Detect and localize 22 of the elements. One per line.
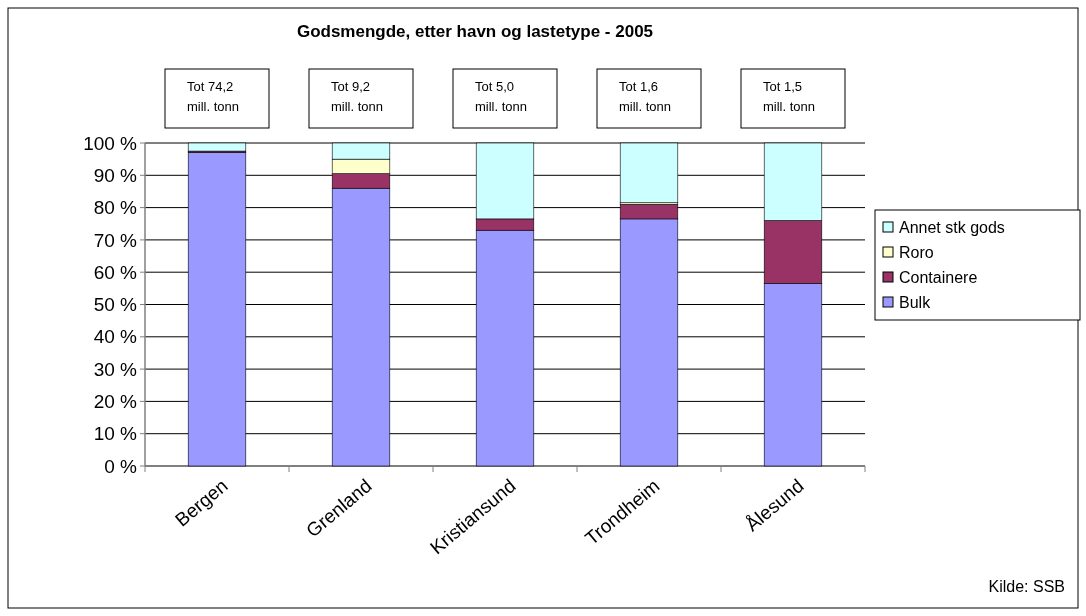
chart-title: Godsmengde, etter havn og lastetype - 2005 [296, 22, 654, 41]
y-tick-label: 70 % [93, 229, 138, 251]
text: Kilde: SSB [988, 578, 1065, 595]
y-tick-label: 20 % [93, 391, 138, 413]
legend-label: Bulk [899, 293, 932, 311]
y-tick-label: 50 % [93, 294, 138, 316]
y-tick-label: 0 % [104, 455, 138, 477]
total-label: Tot 1,6 mill. tonn [619, 79, 672, 114]
total-label: Tot 5,0 mill. tonn [475, 79, 528, 114]
y-tick-label: 100 % [83, 132, 138, 154]
total-label: Tot 1,5 mill. tonn [763, 79, 816, 114]
y-tick-label: 40 % [93, 326, 138, 348]
total-label: Tot 74,2 mill. tonn [187, 79, 240, 114]
total-label: Tot 9,2 mill. tonn [331, 79, 384, 114]
y-tick-label: 30 % [93, 358, 138, 380]
legend-label: Roro [899, 243, 934, 261]
legend-label: Annet stk gods [899, 218, 1005, 236]
y-tick-label: 90 % [93, 164, 138, 186]
legend-label: Containere [899, 268, 978, 286]
y-tick-label: 60 % [93, 261, 138, 283]
y-tick-label: 10 % [93, 423, 138, 445]
y-tick-label: 80 % [93, 197, 138, 219]
